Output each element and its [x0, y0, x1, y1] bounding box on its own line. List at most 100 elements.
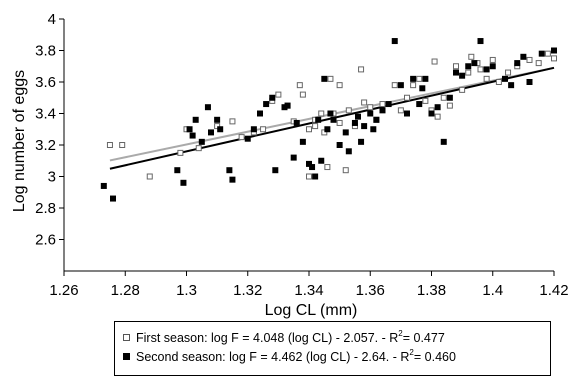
x-tick-label: 1.32	[233, 282, 262, 299]
point-first-season	[526, 56, 533, 63]
point-first-season	[422, 97, 429, 104]
point-second-season	[416, 101, 423, 108]
point-second-season	[446, 94, 453, 101]
point-second-season	[204, 104, 211, 111]
x-tick-label: 1.26	[49, 282, 78, 299]
point-second-season	[373, 116, 380, 123]
point-first-season	[361, 99, 368, 106]
legend-second-label: Second season: log F = 4.462 (log CL) - …	[136, 350, 410, 364]
point-second-season	[189, 132, 196, 139]
point-first-season	[345, 107, 352, 114]
point-second-season	[263, 101, 270, 108]
legend-second-value: = 0.460	[413, 350, 456, 364]
point-second-season	[192, 116, 199, 123]
point-first-season	[177, 149, 184, 156]
point-second-season	[385, 101, 392, 108]
legend-item-second-season: Second season: log F = 4.462 (log CL) - …	[123, 348, 456, 364]
point-first-season	[260, 126, 267, 133]
point-first-season	[214, 123, 221, 130]
point-second-season	[358, 138, 365, 145]
point-first-season	[416, 75, 423, 82]
point-second-season	[367, 110, 374, 117]
point-second-season	[293, 119, 300, 126]
point-second-season	[327, 110, 334, 117]
filled-square-icon	[123, 353, 130, 360]
point-second-season	[269, 94, 276, 101]
point-first-season	[453, 63, 459, 70]
point-second-season	[208, 129, 214, 136]
x-tick-label: 1.28	[111, 282, 140, 299]
point-first-season	[275, 91, 282, 98]
point-first-season	[336, 119, 343, 126]
point-second-season	[345, 148, 352, 155]
point-second-season	[361, 123, 368, 130]
point-first-season	[535, 60, 542, 67]
point-first-season	[119, 142, 126, 148]
x-tick-label: 1.4	[482, 282, 503, 299]
x-tick-label: 1.34	[294, 282, 323, 299]
point-second-season	[272, 167, 279, 174]
point-second-season	[351, 119, 358, 126]
point-second-season	[312, 173, 319, 180]
legend-second-sup: 2	[409, 348, 414, 357]
point-first-season	[146, 173, 153, 180]
point-second-season	[465, 63, 472, 70]
point-second-season	[100, 182, 107, 189]
legend-item-first-season: First season: log F = 4.048 (log CL) - 2…	[123, 330, 445, 345]
point-first-season	[358, 66, 365, 73]
x-tick-label: 1.42	[539, 282, 568, 299]
point-first-season	[379, 101, 386, 108]
point-second-season	[514, 60, 521, 67]
point-first-season	[299, 91, 306, 98]
y-tick-label: 3	[48, 169, 56, 186]
y-tick-label: 2.8	[35, 200, 56, 217]
point-first-season	[483, 75, 490, 82]
point-second-season	[459, 72, 466, 79]
legend: First season: log F = 4.048 (log CL) - 2…	[114, 321, 551, 376]
point-second-season	[538, 50, 545, 57]
point-second-season	[290, 154, 297, 161]
point-second-season	[217, 126, 224, 133]
point-first-season	[544, 50, 551, 57]
point-first-season	[440, 94, 447, 101]
point-second-season	[419, 85, 426, 92]
point-first-season	[238, 134, 245, 141]
point-first-season	[306, 126, 312, 133]
point-first-season	[391, 82, 398, 89]
point-first-season	[551, 55, 557, 62]
y-axis-title: Log number of eggs	[11, 70, 28, 212]
point-second-season	[306, 160, 312, 167]
point-second-season	[520, 53, 527, 60]
point-first-season	[404, 94, 410, 101]
y-tick-label: 3.4	[35, 106, 56, 123]
open-square-icon	[123, 334, 130, 341]
point-second-season	[110, 195, 116, 202]
point-first-season	[459, 86, 466, 93]
point-second-season	[526, 79, 533, 85]
x-tick-label: 1.3	[176, 282, 197, 299]
point-first-season	[336, 82, 343, 89]
y-tick-label: 4	[48, 11, 56, 28]
point-first-season	[318, 110, 325, 117]
point-second-season	[440, 138, 447, 145]
point-first-season	[495, 79, 502, 85]
point-first-season	[477, 66, 484, 73]
point-second-season	[309, 164, 316, 171]
point-second-season	[257, 110, 263, 117]
point-second-season	[477, 38, 484, 45]
point-second-season	[284, 102, 291, 109]
point-second-season	[315, 116, 322, 123]
point-second-season	[244, 135, 251, 142]
legend-first-label: First season: log F = 4.048 (log CL) - 2…	[136, 331, 399, 345]
point-first-season	[324, 164, 331, 171]
point-first-season	[195, 145, 202, 152]
point-second-season	[198, 138, 205, 145]
point-second-season	[453, 69, 459, 76]
point-second-season	[379, 107, 386, 114]
point-first-season	[312, 123, 319, 130]
point-second-season	[229, 176, 236, 183]
x-tick-label: 1.38	[417, 282, 446, 299]
axis-labels: 2.6 2.8 3 3.2 3.4 3.6 3.8 4 1.26 1.28 1.3 1.32 1.34 1…	[11, 11, 569, 319]
y-tick-label: 3.6	[35, 74, 56, 91]
